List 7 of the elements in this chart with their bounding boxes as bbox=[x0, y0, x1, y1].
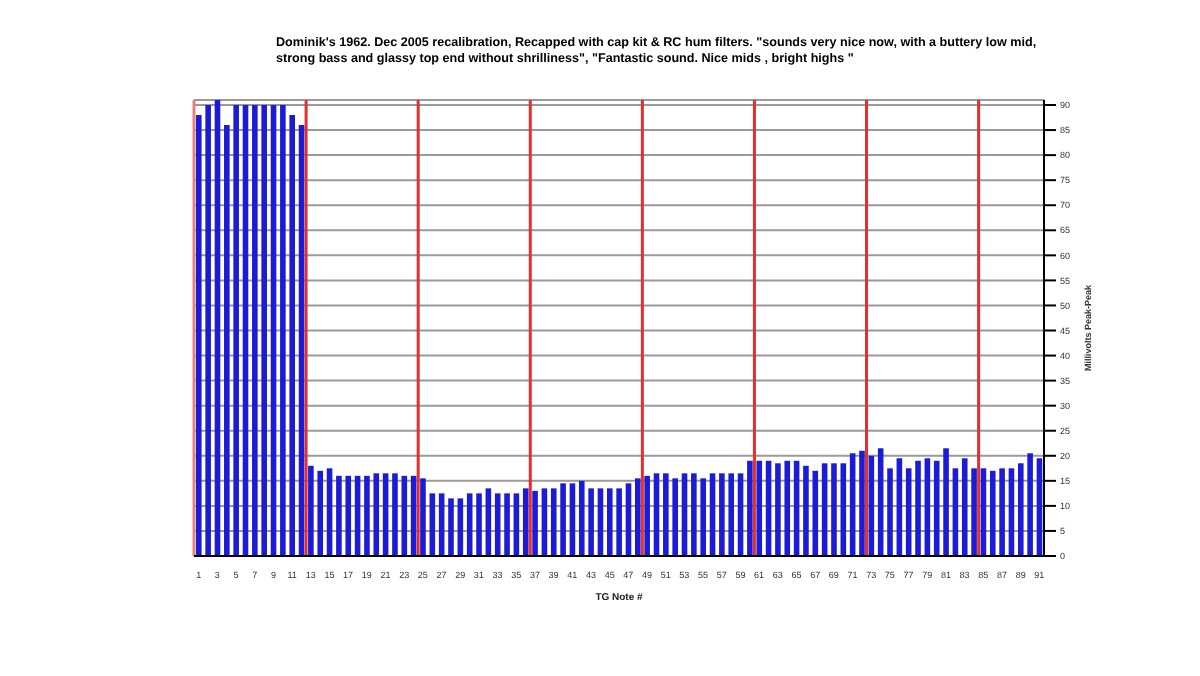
bar bbox=[420, 478, 426, 556]
bar bbox=[887, 468, 893, 556]
bar bbox=[448, 498, 454, 556]
bar bbox=[476, 493, 482, 556]
bar bbox=[915, 460, 921, 556]
bar bbox=[831, 463, 837, 556]
bar bbox=[859, 450, 865, 556]
